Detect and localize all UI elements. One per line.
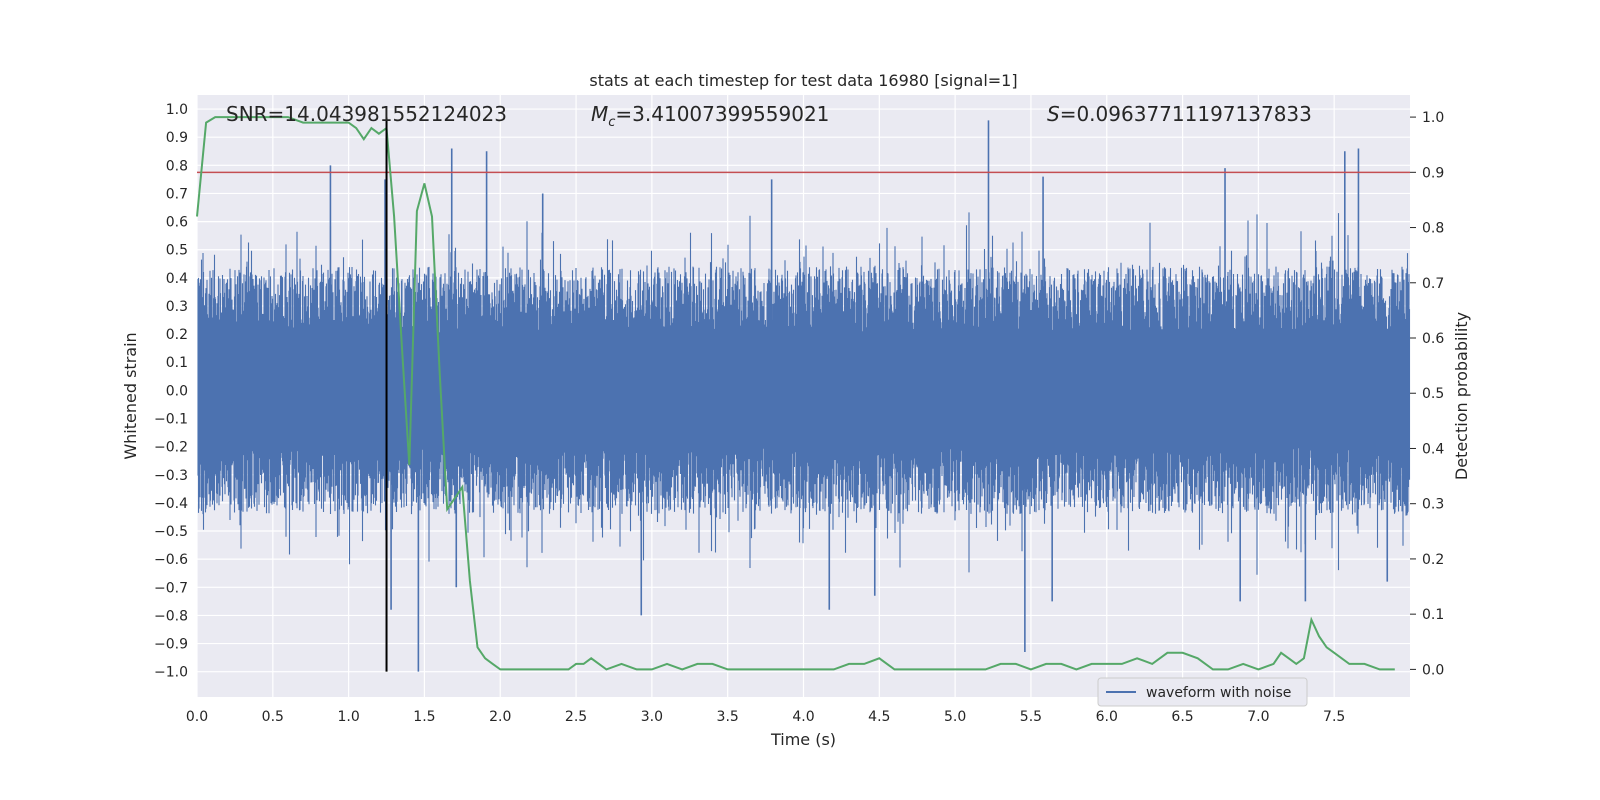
x-tick-label: 2.5 bbox=[565, 709, 587, 725]
left-y-tick-label: 0.9 bbox=[166, 130, 188, 146]
left-y-tick-label: 0.6 bbox=[166, 215, 188, 231]
s-value: =0.09637711197137833 bbox=[1060, 102, 1312, 126]
left-y-tick-label: −0.4 bbox=[154, 496, 188, 512]
x-tick-label: 0.0 bbox=[186, 709, 208, 725]
left-y-tick-label: −0.8 bbox=[154, 608, 188, 624]
right-y-tick-label: 0.3 bbox=[1422, 497, 1444, 513]
left-y-tick-label: −0.2 bbox=[154, 440, 188, 456]
x-tick-label: 3.5 bbox=[717, 709, 739, 725]
x-tick-label: 2.0 bbox=[489, 709, 511, 725]
x-tick-label: 7.5 bbox=[1323, 709, 1345, 725]
chart-title: stats at each timestep for test data 169… bbox=[589, 71, 1017, 90]
left-y-tick-labels: 1.0 0.9 0.8 0.7 0.6 0.5 0.4 0.3 0.2 0.1 0.0 −0.1 −0.… bbox=[154, 102, 188, 681]
legend-box bbox=[1097, 677, 1308, 707]
x-tick-label: 5.0 bbox=[944, 709, 966, 725]
left-y-tick-label: 0.2 bbox=[166, 327, 188, 343]
chirp-mass-annotation: Mc=3.41007399559021 bbox=[591, 102, 829, 130]
left-y-tick-label: −0.5 bbox=[154, 524, 188, 540]
left-y-tick-label: −0.9 bbox=[154, 637, 188, 653]
left-y-tick-label: 0.4 bbox=[166, 271, 188, 287]
left-y-tick-label: 0.5 bbox=[166, 243, 188, 259]
waveform-body bbox=[197, 212, 1411, 575]
right-y-tick-label: 1.0 bbox=[1422, 110, 1444, 126]
waveform-series bbox=[197, 120, 1411, 672]
mc-symbol: M bbox=[591, 102, 608, 126]
x-tick-label: 5.5 bbox=[1020, 709, 1042, 725]
x-tick-label: 0.5 bbox=[262, 709, 284, 725]
x-tick-label: 6.0 bbox=[1096, 709, 1118, 725]
left-y-tick-label: −1.0 bbox=[154, 665, 188, 681]
left-y-tick-label: 0.0 bbox=[166, 383, 188, 399]
left-y-tick-label: −0.1 bbox=[154, 412, 188, 428]
s-annotation: S=0.09637711197137833 bbox=[1047, 102, 1312, 126]
legend-label: waveform with noise bbox=[1146, 685, 1291, 701]
left-y-tick-label: 0.8 bbox=[166, 158, 188, 174]
left-y-tick-label: 0.3 bbox=[166, 299, 188, 315]
right-y-tick-label: 0.2 bbox=[1422, 552, 1444, 568]
left-y-tick-label: −0.7 bbox=[154, 580, 188, 596]
left-y-tick-label: 1.0 bbox=[166, 102, 188, 118]
right-y-tick-label: 0.7 bbox=[1422, 276, 1444, 292]
left-y-axis-label: Whitened strain bbox=[121, 332, 140, 459]
legend: waveform with noise bbox=[1097, 677, 1308, 707]
x-tick-label: 4.0 bbox=[792, 709, 814, 725]
x-tick-labels: 0.0 0.5 1.0 1.5 2.0 2.5 3.0 3.5 4.0 4.5 5.0 5.5 6.0 6… bbox=[186, 709, 1345, 725]
left-y-tick-label: −0.3 bbox=[154, 468, 188, 484]
x-tick-label: 1.5 bbox=[413, 709, 435, 725]
mc-value: =3.41007399559021 bbox=[615, 102, 829, 126]
left-y-tick-label: 0.7 bbox=[166, 186, 188, 202]
right-y-tick-label: 0.1 bbox=[1422, 607, 1444, 623]
mc-subscript: c bbox=[608, 115, 615, 130]
right-y-axis-label: Detection probability bbox=[1452, 312, 1471, 480]
right-y-tick-label: 0.4 bbox=[1422, 441, 1444, 457]
left-y-tick-label: −0.6 bbox=[154, 552, 188, 568]
x-tick-label: 4.5 bbox=[868, 709, 890, 725]
right-y-tick-labels: 1.0 0.9 0.8 0.7 0.6 0.5 0.4 0.3 0.2 0.1 0.0 bbox=[1410, 110, 1444, 678]
right-y-tick-label: 0.8 bbox=[1422, 221, 1444, 237]
x-tick-label: 7.0 bbox=[1247, 709, 1269, 725]
s-symbol: S bbox=[1047, 102, 1060, 126]
right-y-tick-label: 0.5 bbox=[1422, 386, 1444, 402]
x-tick-label: 1.0 bbox=[337, 709, 359, 725]
right-y-tick-label: 0.6 bbox=[1422, 331, 1444, 347]
x-tick-label: 3.0 bbox=[641, 709, 663, 725]
snr-annotation: SNR=14.043981552124023 bbox=[226, 102, 507, 126]
right-y-tick-label: 0.0 bbox=[1422, 662, 1444, 678]
right-y-tick-label: 0.9 bbox=[1422, 165, 1444, 181]
x-tick-label: 6.5 bbox=[1171, 709, 1193, 725]
left-y-tick-label: 0.1 bbox=[166, 355, 188, 371]
x-axis-label: Time (s) bbox=[770, 730, 836, 749]
